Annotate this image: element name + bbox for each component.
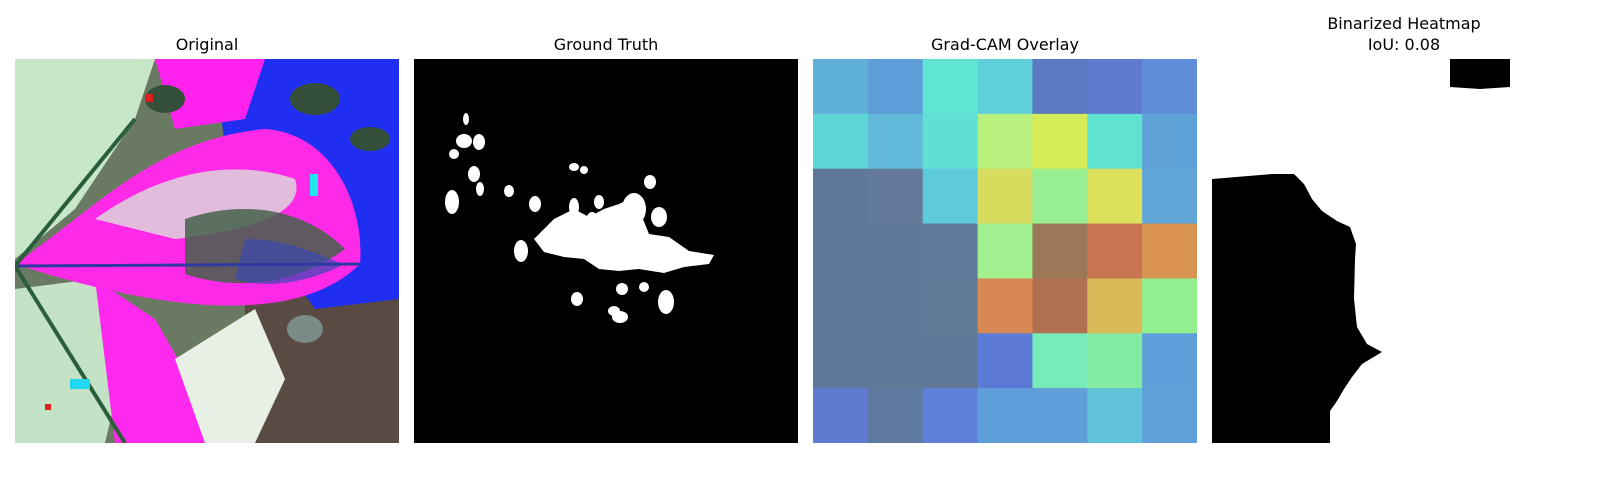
gradcam-cell-r5-c6 — [1142, 333, 1197, 389]
binarized-main-region — [1212, 174, 1382, 443]
binarized-heatmap-title: Binarized Heatmap — [1327, 14, 1481, 33]
gradcam-cell-r5-c4 — [1032, 333, 1088, 389]
gradcam-cell-r6-c5 — [1087, 388, 1143, 443]
gradcam-cell-r3-c4 — [1032, 223, 1088, 279]
binarized-top-region — [1450, 59, 1510, 89]
gradcam-cell-r4-c3 — [977, 278, 1033, 334]
gradcam-cell-r6-c2 — [922, 388, 979, 443]
original-image-panel — [15, 59, 399, 443]
original-leaf-image — [15, 59, 399, 443]
gradcam-cell-r4-c0 — [813, 278, 869, 334]
gradcam-cell-r6-c1 — [867, 388, 924, 443]
gradcam-cell-r0-c3 — [977, 59, 1033, 115]
binarized-heatmap-panel — [1212, 59, 1596, 443]
gradcam-cell-r1-c5 — [1087, 113, 1143, 170]
gradcam-cell-r2-c3 — [977, 168, 1033, 225]
original-title: Original — [175, 35, 239, 54]
gradcam-cell-r4-c6 — [1142, 278, 1197, 334]
gradcam-cell-r4-c5 — [1087, 278, 1143, 334]
gradcam-cell-r6-c6 — [1142, 388, 1197, 443]
gradcam-cell-r4-c2 — [922, 278, 979, 334]
ground-truth-mask — [414, 59, 798, 443]
gradcam-cell-r5-c0 — [813, 333, 869, 389]
gradcam-cell-r6-c3 — [977, 388, 1033, 443]
gradcam-cell-r0-c5 — [1087, 59, 1143, 115]
gradcam-cell-r3-c6 — [1142, 223, 1197, 279]
gradcam-cell-r5-c1 — [867, 333, 924, 389]
gradcam-cell-r4-c1 — [867, 278, 924, 334]
gradcam-cell-r2-c5 — [1087, 168, 1143, 225]
gradcam-cell-r2-c1 — [867, 168, 924, 225]
binarized-heatmap-mask — [1212, 59, 1596, 443]
gradcam-cell-r6-c0 — [813, 388, 869, 443]
gradcam-cell-r5-c3 — [977, 333, 1033, 389]
gradcam-cell-r2-c6 — [1142, 168, 1197, 225]
gradcam-cell-r3-c2 — [922, 223, 979, 279]
gradcam-cell-r2-c0 — [813, 168, 869, 225]
gradcam-cell-r3-c0 — [813, 223, 869, 279]
gradcam-cell-r4-c4 — [1032, 278, 1088, 334]
gradcam-cell-r3-c5 — [1087, 223, 1143, 279]
gradcam-cell-r3-c3 — [977, 223, 1033, 279]
gradcam-heatmap-grid — [813, 59, 1197, 443]
gradcam-cell-r0-c2 — [922, 59, 979, 115]
gradcam-cell-r1-c6 — [1142, 113, 1197, 170]
gradcam-cell-r0-c6 — [1142, 59, 1197, 115]
gradcam-cell-r5-c2 — [922, 333, 979, 389]
ground-truth-mask-panel — [414, 59, 798, 443]
gradcam-cell-r6-c4 — [1032, 388, 1088, 443]
gradcam-cell-r2-c2 — [922, 168, 979, 225]
gradcam-cell-r0-c0 — [813, 59, 869, 115]
gradcam-cell-r1-c0 — [813, 113, 869, 170]
gradcam-cell-r2-c4 — [1032, 168, 1088, 225]
gradcam-cell-r5-c5 — [1087, 333, 1143, 389]
gradcam-cell-r1-c1 — [867, 113, 924, 170]
gradcam-overlay-panel — [813, 59, 1197, 443]
gradcam-cell-r0-c1 — [867, 59, 924, 115]
ground-truth-title: Ground Truth — [553, 35, 659, 54]
iou-score-label: IoU: 0.08 — [1367, 35, 1441, 54]
gradcam-cell-r0-c4 — [1032, 59, 1088, 115]
gradcam-cell-r1-c3 — [977, 113, 1033, 170]
gradcam-cell-r3-c1 — [867, 223, 924, 279]
gradcam-cell-r1-c4 — [1032, 113, 1088, 170]
gradcam-cell-r1-c2 — [922, 113, 979, 170]
gradcam-overlay-title: Grad-CAM Overlay — [931, 35, 1079, 54]
